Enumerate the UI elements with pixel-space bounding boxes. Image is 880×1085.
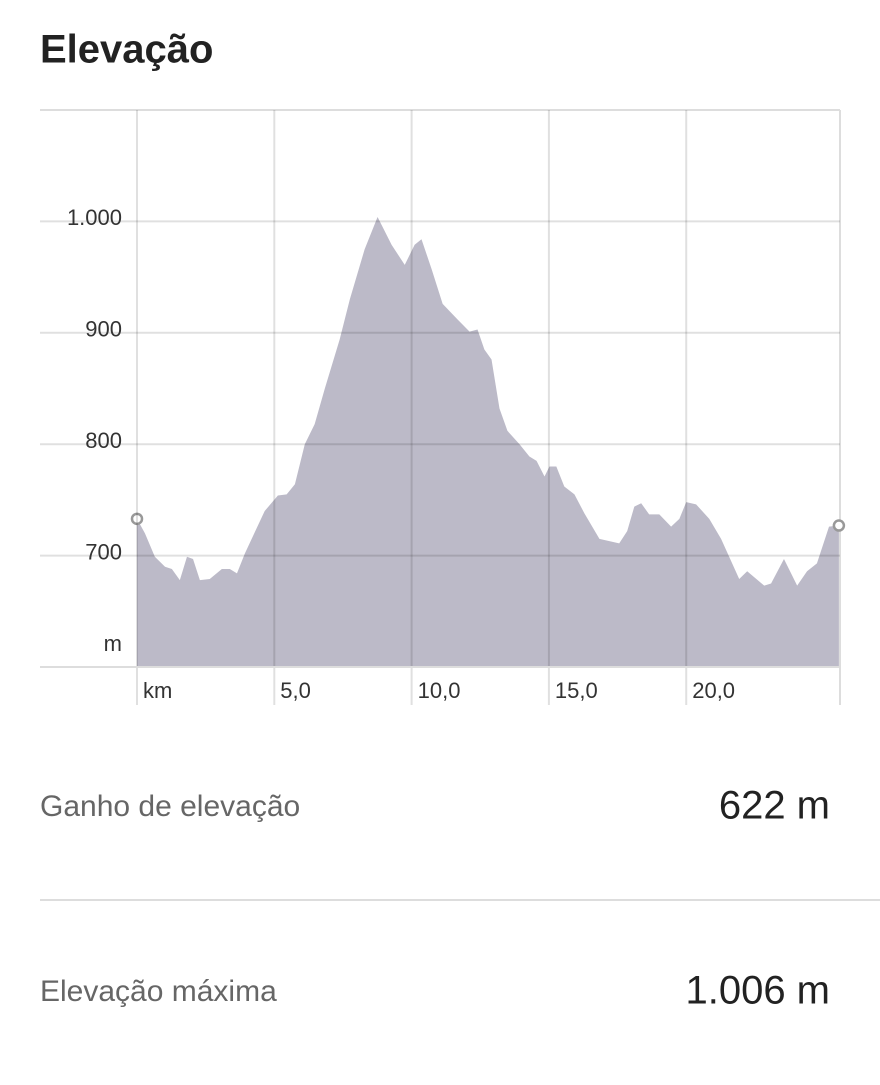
title: Elevação — [40, 28, 213, 72]
y-tick-label: 1.000 — [67, 205, 122, 230]
y-axis-unit: m — [104, 631, 122, 656]
y-tick-label: 700 — [85, 539, 122, 564]
x-tick-label: 20,0 — [692, 678, 735, 703]
stat-label: Ganho de elevação — [40, 790, 300, 823]
elevation-area — [137, 216, 839, 667]
stat-value: 622 m — [719, 784, 830, 828]
x-tick-label: 15,0 — [555, 678, 598, 703]
end-marker — [130, 512, 144, 526]
y-tick-label: 800 — [85, 428, 122, 453]
chart: 700 800 900 1.000 km 5,0 10,0 15,0 20,0 m — [40, 109, 846, 705]
end-marker — [832, 519, 846, 532]
stat-label: Elevação máxima — [40, 975, 277, 1008]
x-tick-label: 5,0 — [280, 678, 311, 703]
x-tick-label: km — [143, 678, 172, 703]
y-tick-label: 900 — [85, 317, 122, 342]
x-tick-label: 10,0 — [418, 678, 461, 703]
stat-value: 1.006 m — [685, 969, 830, 1013]
